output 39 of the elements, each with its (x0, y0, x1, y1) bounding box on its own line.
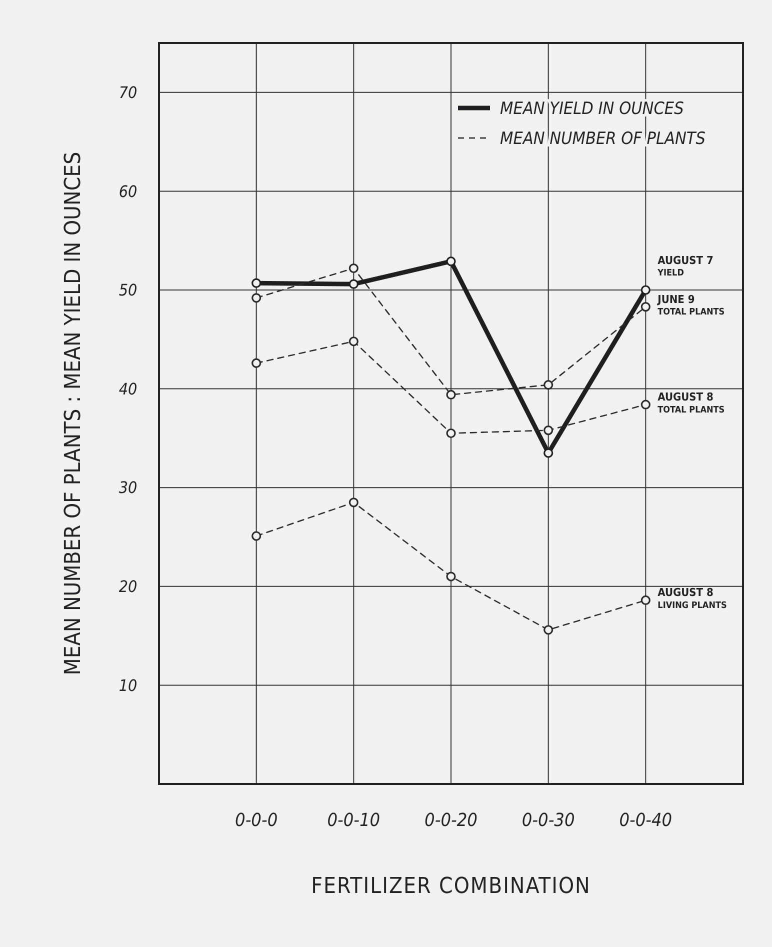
y-tick-label: 30 (118, 478, 138, 498)
point (348, 279, 358, 289)
point (446, 390, 456, 400)
point (640, 285, 650, 295)
x-axis-title: FERTILIZER COMBINATION (311, 874, 591, 899)
point (640, 400, 650, 410)
y-tick-label: 10 (118, 676, 138, 695)
series-label: AUGUST 7 YIELD (656, 254, 714, 279)
point (252, 293, 262, 303)
point (252, 531, 262, 541)
y-tick-label: 20 (118, 577, 138, 596)
x-tick-label: 0-0-40 (619, 810, 672, 831)
point (446, 428, 456, 438)
series-label: JUNE 9 TOTAL PLANTS (656, 292, 725, 318)
annotation: MEAN NUMBER OF PLANTS (500, 128, 706, 149)
point (544, 625, 554, 635)
point (446, 572, 456, 582)
y-tick-label: 40 (118, 379, 138, 398)
point (544, 425, 554, 436)
point (348, 336, 358, 346)
series-label: AUGUST 8 LIVING PLANTS (658, 586, 728, 611)
y-tick-label: 50 (118, 280, 138, 300)
point (252, 358, 262, 368)
y-tick-label: 60 (118, 182, 138, 201)
series-label: AUGUST 8 TOTAL PLANTS (658, 390, 725, 416)
x-tick-label: 0-0-30 (522, 810, 575, 831)
x-tick-label: 0-0-20 (424, 810, 478, 831)
point (544, 380, 554, 390)
point (446, 256, 456, 266)
point (640, 595, 650, 606)
point (544, 448, 554, 458)
x-tick-label: 0-0-10 (327, 810, 380, 831)
y-axis-title: MEAN NUMBER OF PLANTS : MEAN YIELD IN OUNCES (61, 152, 86, 676)
x-tick-label: 0-0-0 (235, 810, 278, 831)
point (348, 263, 358, 274)
point (348, 498, 358, 508)
point (640, 302, 650, 312)
point (252, 278, 262, 288)
y-tick-label: 70 (118, 83, 138, 102)
